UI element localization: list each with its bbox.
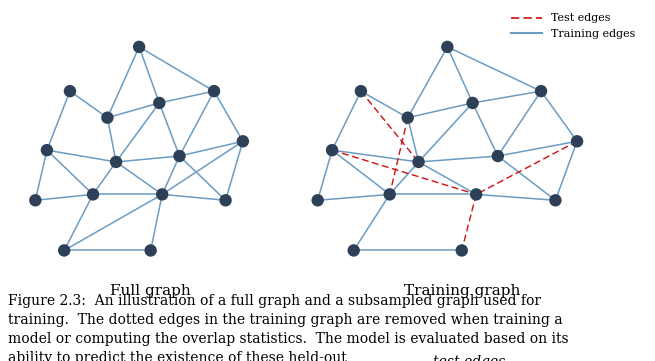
Point	[312, 197, 323, 203]
Point	[59, 248, 69, 253]
Point	[134, 44, 144, 50]
Point	[467, 100, 477, 106]
Point	[174, 153, 185, 159]
Point	[65, 88, 75, 94]
Point	[493, 153, 503, 159]
Point	[209, 88, 219, 94]
Point	[536, 88, 546, 94]
Point	[442, 44, 453, 50]
Text: Figure 2.3:  An illustration of a full graph and a subsampled graph used for
tra: Figure 2.3: An illustration of a full gr…	[8, 294, 569, 361]
Text: test edges.: test edges.	[433, 355, 510, 361]
Point	[413, 159, 424, 165]
Text: Full graph: Full graph	[110, 284, 191, 299]
Point	[457, 248, 467, 253]
Point	[30, 197, 41, 203]
Point	[572, 138, 582, 144]
Point	[550, 197, 561, 203]
Legend: Test edges, Training edges: Test edges, Training edges	[507, 9, 640, 43]
Point	[356, 88, 366, 94]
Point	[145, 248, 156, 253]
Point	[88, 191, 98, 197]
Point	[220, 197, 231, 203]
Point	[348, 248, 359, 253]
Point	[154, 100, 164, 106]
Point	[384, 191, 395, 197]
Point	[327, 147, 337, 153]
Text: Training graph: Training graph	[403, 284, 520, 299]
Point	[471, 191, 481, 197]
Point	[157, 191, 168, 197]
Point	[102, 115, 113, 121]
Point	[111, 159, 121, 165]
Point	[238, 138, 248, 144]
Point	[402, 115, 413, 121]
Point	[42, 147, 52, 153]
